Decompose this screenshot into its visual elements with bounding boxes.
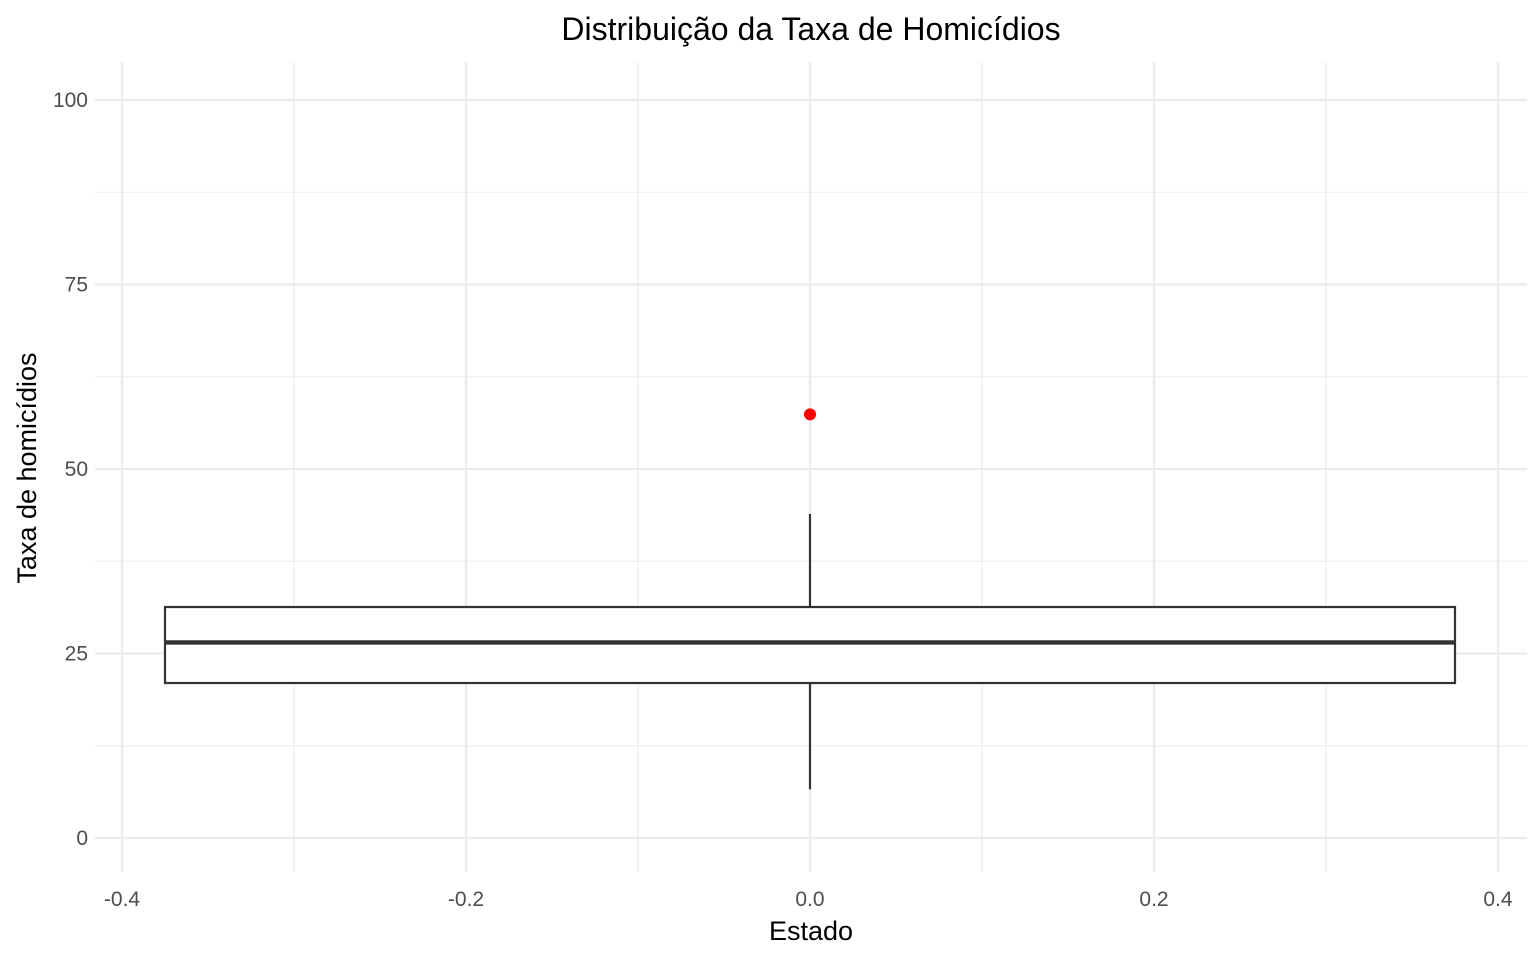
chart-title: Distribuição da Taxa de Homicídios (561, 11, 1060, 47)
y-axis-title: Taxa de homicídios (12, 352, 42, 583)
x-tick-label: 0.0 (795, 888, 824, 911)
x-tick-label: -0.2 (448, 888, 484, 911)
x-tick-label: 0.2 (1139, 888, 1168, 911)
outlier-point (804, 408, 816, 421)
plot-marks (163, 408, 1457, 790)
y-tick-label: 0 (76, 827, 88, 850)
x-tick-label: 0.4 (1483, 888, 1513, 911)
y-tick-label: 75 (65, 274, 88, 297)
grid (95, 62, 1527, 872)
y-tick-label: 25 (65, 643, 88, 666)
tick-labels: 0 25 50 75 100 -0.4 -0.2 0.0 0.2 0.4 (53, 89, 1513, 911)
y-tick-label: 100 (53, 89, 88, 112)
iqr-box (163, 605, 1457, 685)
x-tick-label: -0.4 (104, 888, 141, 911)
x-axis-title: Estado (769, 916, 853, 946)
y-tick-label: 50 (65, 458, 88, 481)
